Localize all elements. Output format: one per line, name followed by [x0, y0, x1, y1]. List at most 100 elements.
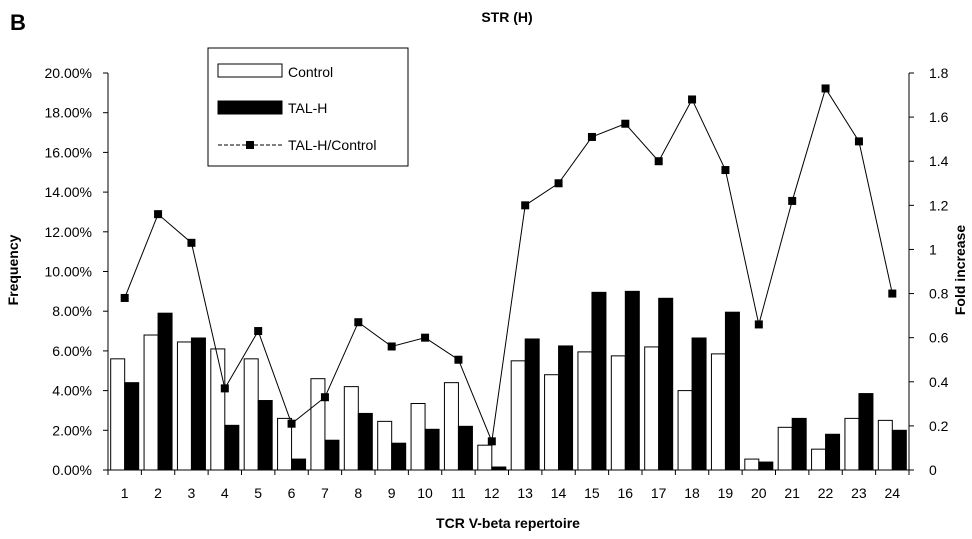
y-tick-label: 6.00%	[52, 343, 92, 359]
legend-swatch-control	[218, 64, 282, 77]
x-tick-label: 13	[517, 485, 533, 501]
bar-tal-h	[358, 413, 372, 470]
bar-control	[111, 359, 125, 470]
bar-control	[478, 445, 492, 470]
ratio-point	[354, 318, 362, 326]
legend-marker-ratio	[246, 141, 254, 149]
ratio-point	[855, 137, 863, 145]
bar-tal-h	[525, 339, 539, 470]
bar-tal-h	[191, 338, 205, 470]
bar-tal-h	[292, 459, 306, 470]
y-tick-label: 10.00%	[45, 264, 92, 280]
ratio-point	[321, 393, 329, 401]
x-tick-label: 2	[154, 485, 162, 501]
bar-tal-h	[725, 312, 739, 470]
y2-tick-label: 1	[929, 241, 937, 257]
y2-tick-label: 0.8	[929, 286, 949, 302]
bar-control	[144, 335, 158, 470]
x-tick-label: 10	[417, 485, 433, 501]
legend-swatch-tal-h	[218, 101, 282, 114]
y-tick-label: 16.00%	[45, 144, 92, 160]
bar-tal-h	[826, 434, 840, 470]
bar-tal-h	[625, 291, 639, 470]
panel-label: B	[10, 10, 26, 35]
x-tick-label: 22	[818, 485, 834, 501]
bar-control	[778, 427, 792, 470]
bar-control	[511, 361, 525, 470]
bar-control	[645, 347, 659, 470]
y-tick-label: 8.00%	[52, 303, 92, 319]
bar-control	[344, 387, 358, 470]
bar-control	[745, 459, 759, 470]
y-tick-label: 0.00%	[52, 462, 92, 478]
ratio-point	[187, 239, 195, 247]
y-tick-label: 20.00%	[45, 65, 92, 81]
y2-tick-label: 1.2	[929, 197, 949, 213]
y-axis-ticks: 0.00%2.00%4.00%6.00%8.00%10.00%12.00%14.…	[45, 65, 108, 478]
bar-tal-h	[225, 425, 239, 470]
bar-tal-h	[258, 401, 272, 470]
bar-tal-h	[125, 383, 139, 470]
bar-control	[812, 449, 826, 470]
bar-control	[411, 404, 425, 470]
ratio-point	[254, 327, 262, 335]
chart-title: STR (H)	[481, 9, 532, 25]
x-tick-label: 17	[651, 485, 667, 501]
bar-control	[845, 418, 859, 470]
y2-tick-label: 1.8	[929, 65, 949, 81]
bar-tal-h	[859, 394, 873, 470]
y2-tick-label: 0.4	[929, 374, 949, 390]
bars	[111, 291, 907, 470]
x-tick-label: 24	[885, 485, 901, 501]
y2-tick-label: 0.6	[929, 330, 949, 346]
x-tick-label: 16	[618, 485, 634, 501]
ratio-point	[288, 420, 296, 428]
bar-control	[878, 420, 892, 470]
x-tick-label: 12	[484, 485, 500, 501]
y-axis-title: Frequency	[5, 234, 21, 305]
legend-label-ratio: TAL-H/Control	[288, 137, 376, 153]
legend-label-control: Control	[288, 64, 333, 80]
bar-tal-h	[792, 418, 806, 470]
y2-tick-label: 0.2	[929, 418, 949, 434]
y2-tick-label: 1.4	[929, 153, 949, 169]
x-tick-label: 6	[288, 485, 296, 501]
x-tick-label: 20	[751, 485, 767, 501]
y2-tick-label: 0	[929, 462, 937, 478]
y2-tick-label: 1.6	[929, 109, 949, 125]
x-axis-ticks: 123456789101112131415161718192021222324	[108, 470, 909, 501]
bar-tal-h	[425, 429, 439, 470]
x-tick-label: 15	[584, 485, 600, 501]
y-tick-label: 14.00%	[45, 184, 92, 200]
bar-tal-h	[392, 443, 406, 470]
ratio-point	[888, 290, 896, 298]
ratio-point	[454, 356, 462, 364]
legend: Control TAL-H TAL-H/Control	[208, 48, 408, 166]
bar-control	[711, 354, 725, 470]
x-axis-title: TCR V-beta repertoire	[436, 515, 580, 531]
ratio-point	[721, 166, 729, 174]
ratio-point	[154, 210, 162, 218]
bar-control	[678, 391, 692, 470]
x-tick-label: 19	[718, 485, 734, 501]
ratio-point	[555, 179, 563, 187]
bar-tal-h	[759, 462, 773, 470]
x-tick-label: 7	[321, 485, 329, 501]
bar-control	[378, 421, 392, 470]
x-tick-label: 23	[851, 485, 867, 501]
bar-control	[311, 379, 325, 470]
ratio-point	[755, 320, 763, 328]
bar-tal-h	[458, 426, 472, 470]
y-tick-label: 12.00%	[45, 224, 92, 240]
ratio-point	[421, 334, 429, 342]
x-tick-label: 14	[551, 485, 567, 501]
x-tick-label: 5	[254, 485, 262, 501]
legend-label-tal-h: TAL-H	[288, 100, 327, 116]
bar-control	[545, 375, 559, 470]
bar-control	[177, 342, 191, 470]
x-tick-label: 1	[121, 485, 129, 501]
ratio-point	[221, 384, 229, 392]
bar-tal-h	[592, 292, 606, 470]
bar-control	[211, 349, 225, 470]
